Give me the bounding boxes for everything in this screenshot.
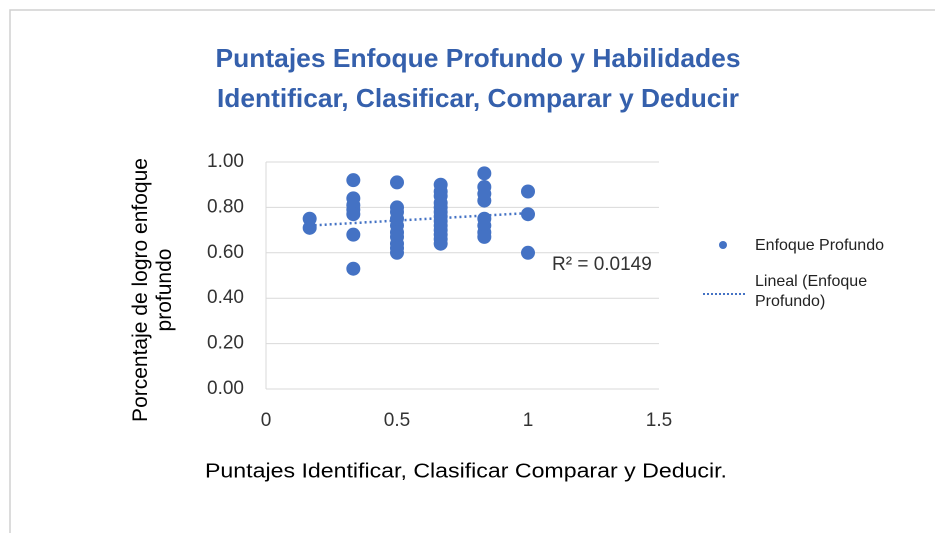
legend-marker <box>719 241 727 249</box>
legend-entry: Enfoque Profundo <box>755 237 884 254</box>
x-tick-label: 0.5 <box>384 410 410 431</box>
chart-title: Puntajes Enfoque Profundo y Habilidades <box>216 43 741 73</box>
chart-title: Identificar, Clasificar, Comparar y Dedu… <box>217 83 739 113</box>
data-point <box>390 175 404 190</box>
data-point <box>521 184 535 199</box>
r-squared: R² = 0.0149 <box>552 254 652 275</box>
y-tick-label: 0.80 <box>207 196 244 217</box>
data-point <box>390 245 404 260</box>
data-point <box>346 207 361 222</box>
y-tick-label: 0.40 <box>207 287 244 308</box>
data-point <box>521 207 535 222</box>
y-axis-label: Porcentaje de logro enfoque profundo <box>129 158 176 422</box>
x-tick-label: 1 <box>523 410 534 431</box>
data-point <box>302 220 317 235</box>
data-point <box>346 173 361 188</box>
data-point <box>477 229 492 244</box>
data-point <box>521 245 535 260</box>
y-tick-label: 0.00 <box>207 378 244 399</box>
data-point <box>433 236 448 251</box>
data-point <box>477 193 492 208</box>
data-point <box>346 261 361 276</box>
chart-frame <box>9 9 935 533</box>
data-point <box>477 166 492 181</box>
y-tick-label: 0.60 <box>207 242 244 263</box>
x-tick-label: 0 <box>261 410 272 431</box>
legend-entry: Lineal (Enfoque Profundo) <box>755 273 868 310</box>
x-tick-label: 1.5 <box>646 410 672 431</box>
data-point <box>346 227 361 242</box>
trendline <box>309 211 529 227</box>
x-axis-label: Puntajes Identificar, Clasificar Compara… <box>205 460 727 482</box>
y-tick-label: 1.00 <box>207 151 244 172</box>
y-tick-label: 0.20 <box>207 333 244 354</box>
